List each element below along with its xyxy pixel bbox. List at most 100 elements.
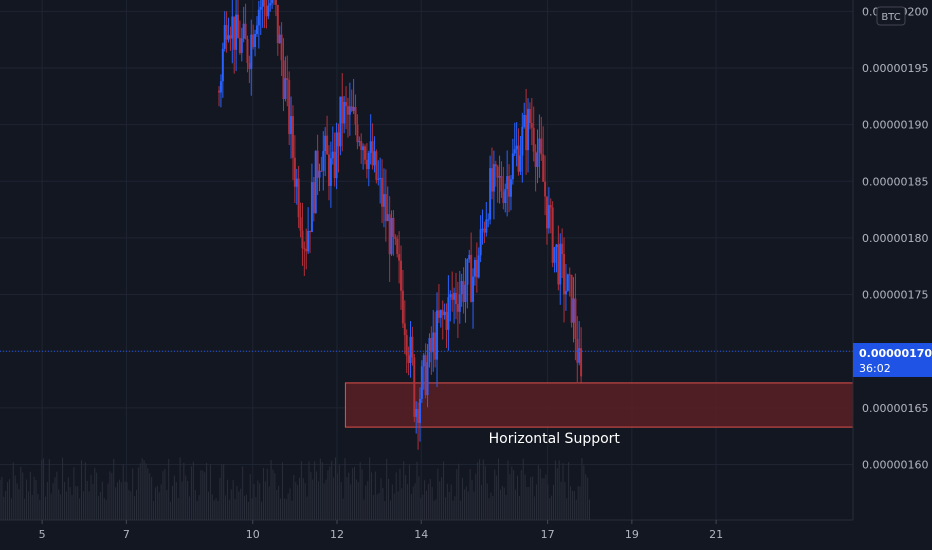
candle-body: [576, 339, 579, 363]
candle-body: [290, 116, 293, 135]
candle-body: [329, 158, 332, 186]
candle-body: [559, 243, 562, 285]
support-zone[interactable]: [344, 382, 854, 428]
candle-body: [553, 247, 556, 263]
price-tick-label: 0.00000160: [862, 458, 928, 471]
candle-body: [288, 79, 291, 135]
candle-body: [326, 135, 329, 155]
candle-body: [544, 181, 547, 197]
candle-body: [458, 294, 461, 312]
candle-body: [492, 164, 495, 192]
candle-body: [377, 178, 380, 180]
candle-body: [483, 228, 486, 233]
candle-body: [466, 259, 469, 285]
candle-body: [491, 168, 494, 192]
candle-body: [392, 217, 395, 237]
candle-body: [229, 35, 232, 39]
candle-body: [557, 244, 560, 285]
candle-body: [356, 124, 359, 143]
candle-body: [528, 108, 531, 124]
candle-body: [269, 3, 272, 6]
candle-body: [221, 48, 224, 82]
candle-body: [509, 179, 512, 197]
candle-body: [295, 178, 298, 187]
candle-body: [519, 155, 522, 172]
candle-body: [527, 108, 530, 151]
candle-body: [517, 145, 520, 172]
current-price-label: 0.00000170: [859, 347, 932, 360]
candle-body: [542, 154, 545, 182]
candle-body: [316, 150, 319, 178]
price-tick-label: 0.00000165: [862, 402, 928, 415]
candle-body: [513, 149, 516, 154]
currency-badge[interactable]: BTC: [876, 6, 906, 26]
candle-body: [504, 189, 507, 204]
candle-body: [352, 106, 355, 111]
candle-body: [225, 25, 228, 40]
candles: [218, 0, 583, 450]
candle-body: [227, 35, 230, 40]
candle-body: [532, 127, 535, 152]
candle-body: [454, 292, 457, 305]
candle-body: [473, 259, 476, 277]
current-price-tag: 0.00000170 36:02: [853, 343, 932, 377]
candle-body: [341, 96, 344, 124]
candle-body: [561, 243, 564, 255]
candle-body: [235, 14, 238, 50]
candle-body: [386, 214, 389, 222]
candle-body: [248, 63, 251, 70]
time-tick-label: 12: [330, 528, 344, 541]
candle-body: [417, 408, 420, 423]
candle-body: [547, 205, 550, 229]
candle-body: [566, 274, 569, 291]
candle-body: [403, 323, 406, 336]
candle-body: [545, 196, 548, 229]
candle-body: [494, 164, 497, 167]
candle-body: [324, 135, 327, 152]
candle-body: [456, 304, 459, 312]
candle-body: [418, 398, 421, 423]
candle-body: [246, 39, 249, 64]
candle-body: [255, 25, 258, 35]
candle-body: [335, 132, 338, 179]
candle-body: [307, 230, 310, 252]
candle-body: [430, 338, 433, 353]
candle-body: [422, 355, 425, 367]
candle-body: [257, 9, 260, 26]
candle-body: [291, 116, 294, 158]
candle-body: [500, 176, 503, 192]
time-tick-label: 5: [39, 528, 46, 541]
candle-body: [574, 298, 577, 340]
candle-body: [284, 78, 287, 99]
candle-body: [381, 177, 384, 207]
candle-body: [481, 228, 484, 230]
candle-body: [348, 106, 351, 115]
candle-body: [413, 357, 416, 417]
candle-body: [479, 229, 482, 256]
countdown-label: 36:02: [859, 362, 891, 375]
candle-body: [379, 177, 382, 179]
candle-body: [252, 34, 255, 47]
candle-body: [233, 16, 236, 50]
candle-body: [244, 23, 247, 40]
candle-body: [580, 348, 583, 377]
candle-body: [390, 217, 393, 255]
candle-body: [472, 276, 475, 302]
candle-body: [521, 126, 524, 156]
candle-body: [250, 34, 253, 70]
candle-body: [409, 336, 412, 364]
candle-body: [398, 254, 401, 261]
candle-body: [309, 230, 312, 232]
candle-body: [223, 25, 226, 49]
candle-body: [286, 78, 289, 80]
price-tick-label: 0.00000180: [862, 232, 928, 245]
candle-body: [411, 336, 414, 358]
candle-body: [360, 141, 363, 151]
time-axis[interactable]: 5 7 10 12 14 17 19 21: [39, 520, 723, 541]
candle-body: [384, 194, 387, 222]
candle-body: [508, 176, 511, 197]
candle-body: [354, 106, 357, 125]
candle-body: [327, 154, 330, 186]
